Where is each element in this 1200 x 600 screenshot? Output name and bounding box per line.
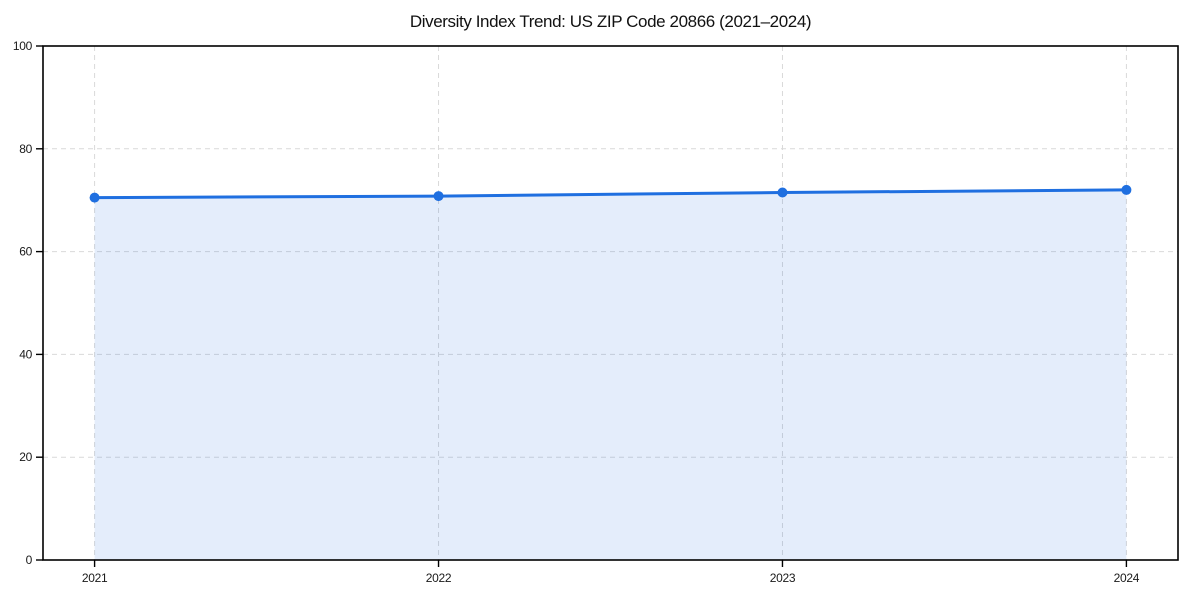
x-tick-label: 2024 [1114,571,1140,585]
y-tick-label: 40 [19,347,32,361]
y-tick-label: 20 [19,450,32,464]
chart-title: Diversity Index Trend: US ZIP Code 20866… [409,12,812,31]
area-fill [94,189,1127,561]
y-tick-label: 80 [19,142,32,156]
data-point-marker [777,187,788,198]
data-point-marker [89,192,100,203]
x-tick-label: 2023 [770,571,796,585]
y-tick-label: 0 [26,553,33,567]
y-tick-label: 60 [19,245,32,259]
plot-border [42,45,1179,561]
data-point-marker [1121,184,1132,195]
x-tick-label: 2022 [426,571,452,585]
y-tick-label: 100 [13,39,33,53]
data-point-marker [433,191,444,202]
x-tick-label: 2021 [82,571,108,585]
trend-line [93,188,1128,200]
